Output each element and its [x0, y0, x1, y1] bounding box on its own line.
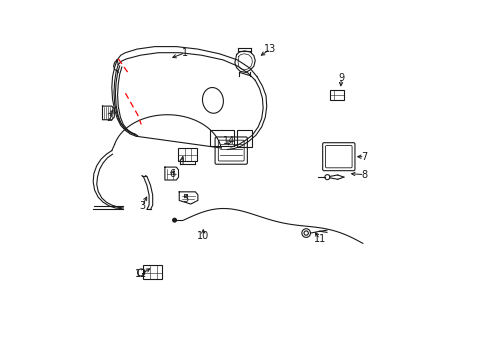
Circle shape: [172, 219, 176, 222]
Bar: [142, 265, 162, 279]
Text: 3: 3: [139, 201, 145, 211]
Text: 13: 13: [264, 44, 276, 54]
Text: 8: 8: [361, 170, 367, 180]
Bar: [178, 148, 196, 161]
Text: 11: 11: [313, 234, 325, 244]
Text: 1: 1: [182, 48, 188, 58]
Text: 7: 7: [361, 152, 367, 162]
Text: 4: 4: [178, 156, 184, 166]
Bar: [329, 90, 344, 100]
Text: 5: 5: [182, 194, 188, 204]
Text: 6: 6: [169, 168, 175, 179]
Text: 12: 12: [135, 269, 147, 279]
Text: 14: 14: [223, 136, 235, 146]
Text: 9: 9: [338, 73, 344, 83]
Text: 10: 10: [197, 231, 209, 240]
Text: 2: 2: [105, 113, 112, 123]
